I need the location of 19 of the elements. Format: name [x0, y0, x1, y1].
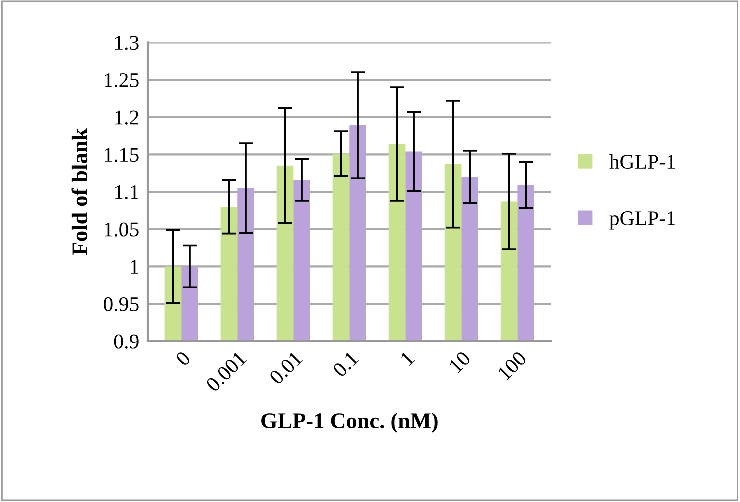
x-tick-label: 1	[400, 351, 415, 366]
legend-label: hGLP-1	[610, 154, 676, 170]
y-tick-label: 1.3	[115, 36, 139, 50]
y-tick-label: 1.1	[115, 185, 138, 200]
y-tick-label: 0.95	[104, 297, 139, 312]
x-tick-label: 0.1	[332, 351, 360, 378]
x-tick-label: 0.01	[268, 351, 304, 386]
y-tick-label: 1.15	[105, 148, 139, 162]
y-tick-label: 0.9	[114, 334, 139, 349]
x-axis-title: GLP-1 Conc. (nM)	[262, 412, 438, 434]
y-tick-label: 1.2	[115, 110, 139, 125]
x-tick-label: 0	[175, 350, 192, 367]
y-tick-label: 1.25	[105, 73, 139, 88]
x-tick-label: 10	[448, 350, 472, 374]
y-tick-label: 1	[131, 260, 138, 274]
legend-label: pGLP-1	[610, 212, 676, 230]
x-tick-label: 100	[497, 350, 528, 381]
y-axis-title: Fold of blank	[72, 128, 88, 256]
y-tick-label: 1.05	[105, 222, 139, 237]
